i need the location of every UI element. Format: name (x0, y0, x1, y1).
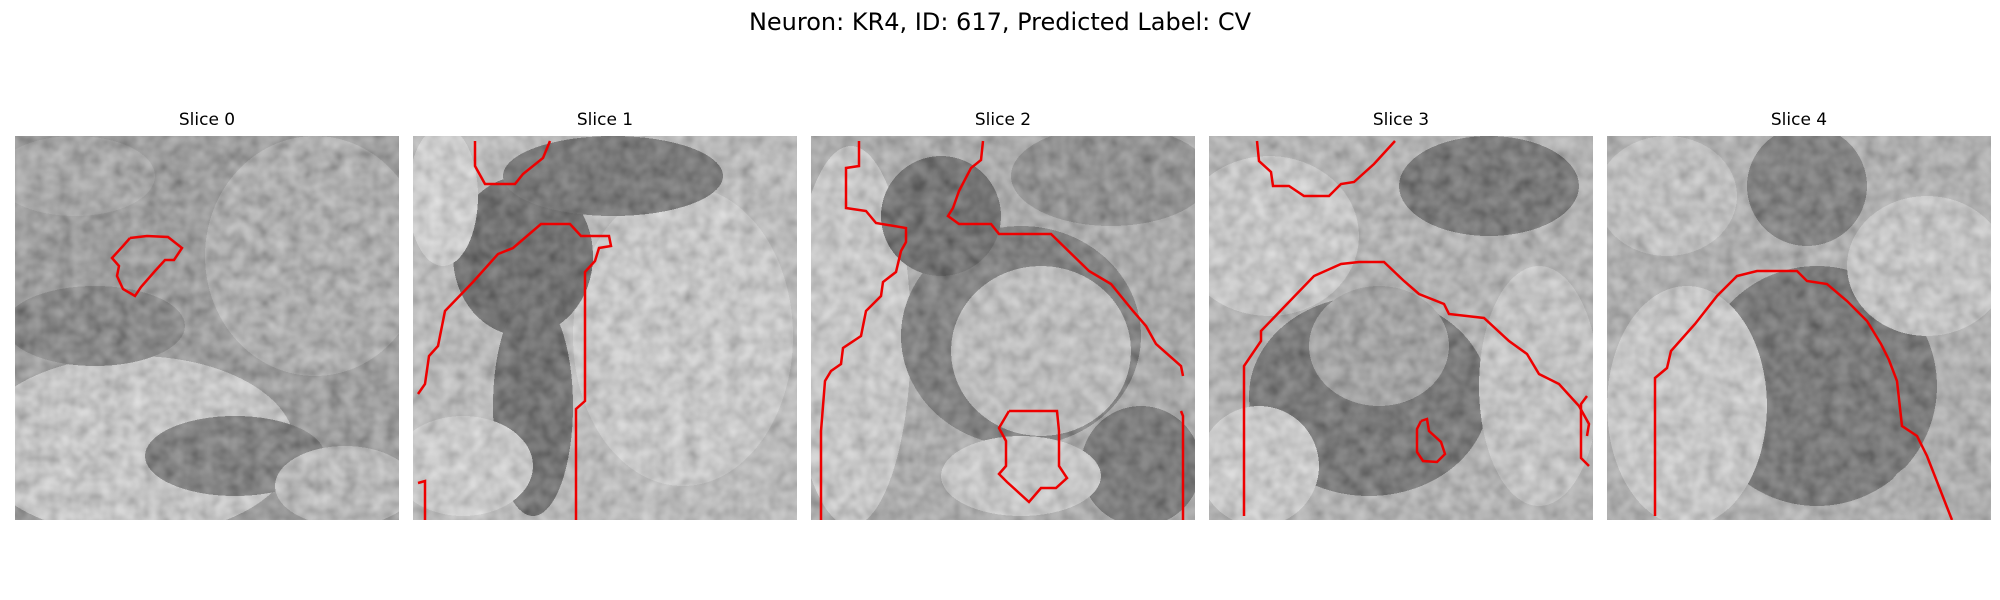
microscopy-slice-image-2 (811, 136, 1195, 520)
microscopy-slice-image-3 (1209, 136, 1593, 520)
slice-title-3: Slice 3 (1372, 110, 1430, 130)
slice-panel-4: Slice 4 (1607, 108, 1991, 520)
microscopy-slice-image-0 (15, 136, 399, 520)
slice-panel-1: Slice 1 (413, 108, 797, 520)
slice-title-4: Slice 4 (1770, 110, 1828, 130)
slice-title-1: Slice 1 (576, 110, 634, 130)
figure-title: Neuron: KR4, ID: 617, Predicted Label: C… (748, 8, 1252, 36)
slice-panel-0: Slice 0 (15, 108, 399, 520)
microscopy-slice-image-1 (413, 136, 797, 520)
slice-panel-3: Slice 3 (1209, 108, 1593, 520)
slice-panel-2: Slice 2 (811, 108, 1195, 520)
slice-title-0: Slice 0 (178, 110, 236, 130)
slice-title-2: Slice 2 (974, 110, 1032, 130)
microscopy-slice-image-4 (1607, 136, 1991, 520)
